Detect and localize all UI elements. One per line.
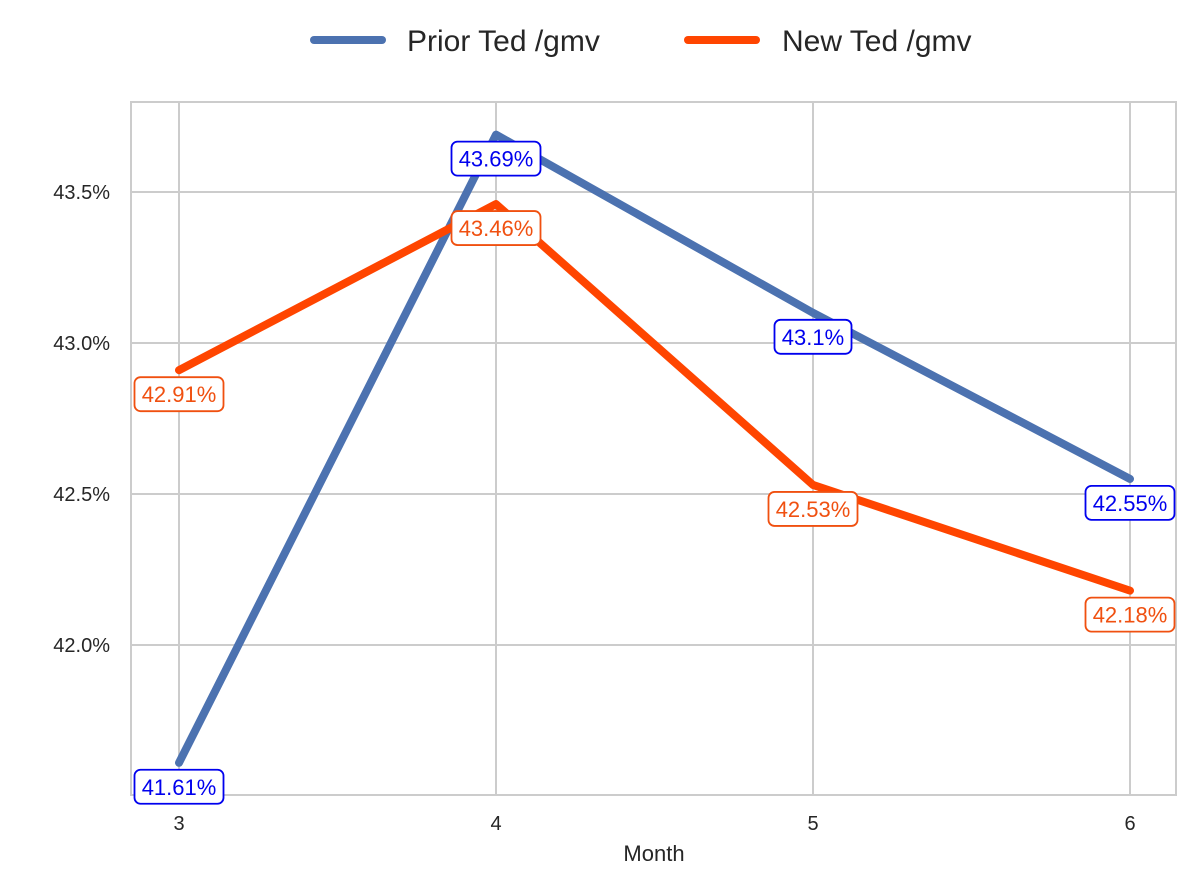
data-label-text: 42.91% xyxy=(142,382,217,407)
x-tick-label: 6 xyxy=(1124,813,1135,835)
x-tick-label: 4 xyxy=(490,813,501,835)
legend-label: New Ted /gmv xyxy=(782,25,972,58)
data-label-box xyxy=(133,376,225,413)
tick-labels: 3 4 5 6 42.0% 42.5% 43.0% 43.5% xyxy=(53,182,1135,835)
data-label-text: 43.46% xyxy=(459,216,534,241)
y-tick-label: 43.0% xyxy=(53,333,110,355)
data-label: 42.53% xyxy=(767,491,859,527)
data-label-text: 42.55% xyxy=(1093,491,1168,516)
x-tick-label: 5 xyxy=(807,813,818,835)
data-label: 43.69% xyxy=(450,140,542,177)
plot-frame xyxy=(130,101,1177,796)
y-tick-label: 42.0% xyxy=(53,635,110,657)
data-label-text: 42.18% xyxy=(1093,603,1168,628)
data-label-text: 43.1% xyxy=(782,325,844,350)
data-label-box xyxy=(1084,596,1176,633)
data-labels: 41.61% 43.69% 43.1% 42.55% 42.91% 43.46% 42.53… xyxy=(133,140,1176,805)
grid xyxy=(131,102,1176,795)
y-tick-label: 42.5% xyxy=(53,484,110,506)
data-label-text: 41.61% xyxy=(142,775,217,800)
data-label-box xyxy=(450,210,542,246)
y-tick-label: 43.5% xyxy=(53,182,110,204)
x-axis-title: Month xyxy=(623,841,684,866)
legend-item: New Ted /gmv xyxy=(684,25,972,58)
data-label-box xyxy=(1084,484,1176,521)
data-label-box xyxy=(450,140,542,177)
series-lines xyxy=(175,130,1134,767)
legend-label: Prior Ted /gmv xyxy=(407,25,600,58)
data-label-text: 42.53% xyxy=(776,497,851,522)
data-label: 43.1% xyxy=(773,318,853,355)
series-line-prior xyxy=(175,130,1134,767)
data-label-box xyxy=(773,318,853,355)
data-label-text: 43.69% xyxy=(459,147,534,172)
data-label-box xyxy=(767,491,859,527)
series-line-new xyxy=(175,200,1134,595)
x-tick-label: 3 xyxy=(173,813,184,835)
data-label: 42.55% xyxy=(1084,484,1176,521)
data-label-box xyxy=(133,768,225,805)
data-label: 43.46% xyxy=(450,210,542,246)
legend: Prior Ted /gmv New Ted /gmv xyxy=(310,25,972,58)
data-label: 42.91% xyxy=(133,376,225,413)
data-label: 42.18% xyxy=(1084,596,1176,633)
data-label: 41.61% xyxy=(133,768,225,805)
legend-item: Prior Ted /gmv xyxy=(310,25,600,58)
